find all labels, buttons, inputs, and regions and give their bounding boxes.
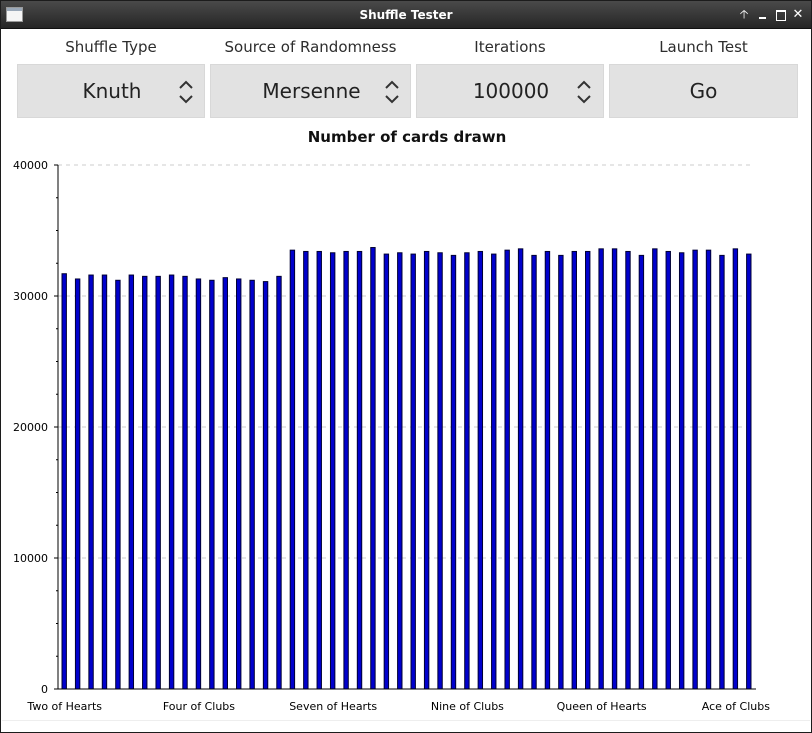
x-tick-label: Queen of Hearts [557,700,647,713]
bar [665,250,671,690]
bar [115,279,121,690]
bar [638,254,645,690]
bar [625,250,631,690]
bar [450,254,457,690]
chart-title: Number of cards drawn [307,128,507,146]
chart-area: Number of cards drawn 0 10000 20000 30000 40… [1,121,811,721]
y-tick-label: 30000 [13,290,48,303]
bar [88,274,94,690]
bar [477,250,484,690]
window-title: Shuffle Tester [359,8,453,22]
y-tick-label: 0 [41,683,48,696]
bar [558,254,564,690]
bar [719,254,725,690]
bar [155,275,161,690]
bar [504,249,510,690]
bar [544,250,551,690]
x-tick-label: Ace of Clubs [702,700,770,713]
bar [437,252,443,690]
bar [397,252,403,690]
source-of-randomness-label: Source of Randomness [224,38,397,56]
shuffle-type-selector[interactable]: Knuth [17,64,205,118]
bar [598,248,604,690]
bar [74,278,81,690]
bar [262,281,269,690]
bar-chart: 0 10000 20000 30000 40000 Two of Hearts Four o… [13,159,770,713]
bar [222,277,228,690]
bar [128,274,135,690]
bar [303,250,309,690]
iterations-label: Iterations [474,38,546,56]
bar [517,248,524,690]
status-strip [2,720,810,732]
bar [464,252,470,690]
iterations-value[interactable]: 100000 [472,79,550,103]
bar [343,250,349,690]
bar [142,275,148,690]
app-icon[interactable] [6,7,23,22]
bar [571,250,577,690]
close-icon[interactable]: ✕ [792,7,804,22]
y-tick-label: 10000 [13,552,48,565]
bar [168,274,175,690]
bar [182,275,188,690]
y-tick-label: 20000 [13,421,48,434]
bar [732,248,739,690]
bar [195,278,202,690]
bar [276,275,282,690]
iterations-spinbox[interactable]: 100000 [416,64,604,118]
y-tick-label: 40000 [13,159,48,172]
bar [531,254,537,690]
bar [585,250,591,690]
bar [410,253,416,690]
bar [370,247,376,690]
up-down-arrows-icon[interactable] [576,79,592,105]
x-tick-label: Four of Clubs [163,700,235,713]
source-of-randomness-selector[interactable]: Mersenne [210,64,411,118]
bar [383,253,390,690]
bar [61,273,67,690]
bar [678,252,685,690]
minimize-icon[interactable] [756,7,770,22]
source-of-randomness-value: Mersenne [262,79,361,103]
x-tick-label: Two of Hearts [26,700,102,713]
shuffle-type-label: Shuffle Type [65,38,157,56]
up-down-arrows-icon[interactable] [178,79,194,105]
bar [652,248,658,690]
bar [316,250,322,690]
launch-test-label: Launch Test [659,38,748,56]
bar [101,274,108,690]
x-tick-label: Nine of Clubs [431,700,504,713]
bar [236,278,242,690]
bar [423,250,430,690]
bar [491,253,497,690]
go-button[interactable]: Go [609,64,798,118]
bar [356,250,363,690]
x-tick-label: Seven of Hearts [289,700,377,713]
bar [692,249,698,690]
shuffle-type-value: Knuth [82,79,142,103]
title-bar[interactable]: Shuffle Tester 🡡 ✕ [1,1,811,29]
maximize-icon[interactable] [774,7,788,22]
shade-up-icon[interactable]: 🡡 [739,7,749,21]
bar [705,249,712,690]
bar [289,249,296,690]
bar [746,253,752,690]
bar [209,279,215,690]
bar [249,279,255,690]
bar [611,248,618,690]
up-down-arrows-icon[interactable] [384,79,400,105]
bar [329,252,336,690]
